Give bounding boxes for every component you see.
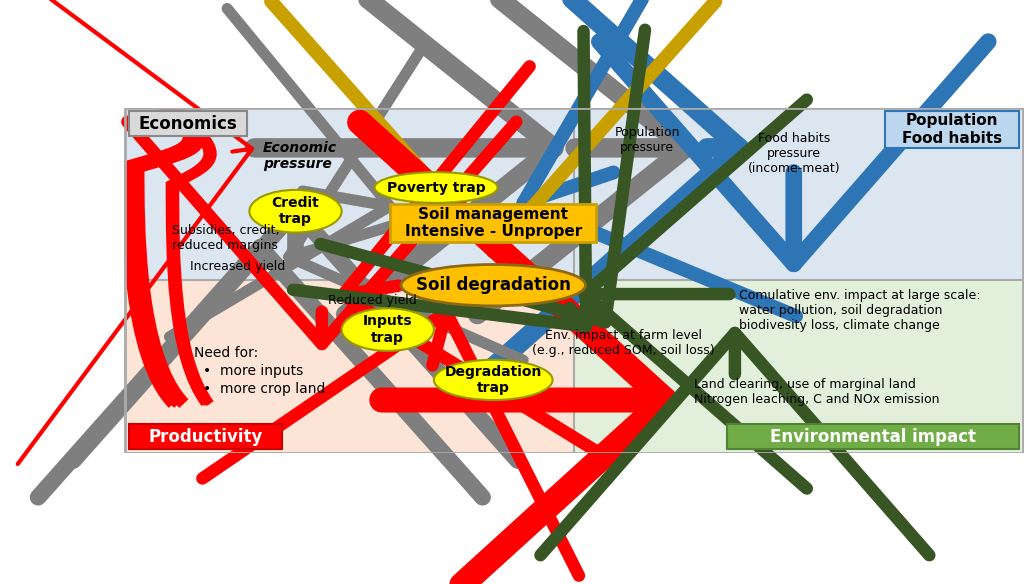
Text: Productivity: Productivity bbox=[148, 427, 263, 446]
FancyBboxPatch shape bbox=[124, 280, 574, 453]
Text: Population
pressure: Population pressure bbox=[614, 126, 680, 154]
FancyBboxPatch shape bbox=[390, 204, 596, 242]
FancyBboxPatch shape bbox=[574, 280, 1024, 453]
Text: Economics: Economics bbox=[139, 114, 238, 133]
Text: Environmental impact: Environmental impact bbox=[770, 427, 976, 446]
Text: Credit
trap: Credit trap bbox=[271, 196, 319, 227]
FancyBboxPatch shape bbox=[124, 107, 1024, 280]
Ellipse shape bbox=[375, 172, 498, 203]
Text: Land clearing, use of marginal land
Nitrogen leaching, C and NOx emission: Land clearing, use of marginal land Nitr… bbox=[693, 378, 939, 406]
Text: Increased yield: Increased yield bbox=[190, 260, 286, 273]
FancyBboxPatch shape bbox=[129, 425, 283, 449]
Ellipse shape bbox=[250, 190, 342, 232]
Text: Poverty trap: Poverty trap bbox=[387, 180, 485, 194]
Ellipse shape bbox=[434, 360, 553, 400]
Text: Population
Food habits: Population Food habits bbox=[902, 113, 1002, 146]
Text: Reduced yield: Reduced yield bbox=[328, 294, 417, 307]
Text: Inputs
trap: Inputs trap bbox=[362, 315, 413, 345]
Text: Env. impact at farm level
(e.g., reduced SOM, soil loss): Env. impact at farm level (e.g., reduced… bbox=[532, 329, 715, 357]
Text: Soil degradation: Soil degradation bbox=[416, 276, 570, 294]
Text: •  more inputs: • more inputs bbox=[203, 364, 303, 378]
FancyBboxPatch shape bbox=[727, 425, 1019, 449]
Text: •  more crop land: • more crop land bbox=[203, 382, 326, 396]
Text: Degradation
trap: Degradation trap bbox=[444, 365, 542, 395]
Text: Comulative env. impact at large scale:
water pollution, soil degradation
biodive: Comulative env. impact at large scale: w… bbox=[739, 288, 981, 332]
FancyBboxPatch shape bbox=[129, 111, 247, 136]
Text: Need for:: Need for: bbox=[195, 346, 259, 360]
Text: Soil management
Intensive - Unproper: Soil management Intensive - Unproper bbox=[404, 207, 582, 239]
Text: Subsidies, credit,
reduced margins: Subsidies, credit, reduced margins bbox=[172, 224, 280, 252]
Ellipse shape bbox=[401, 265, 586, 306]
Ellipse shape bbox=[342, 308, 434, 351]
FancyBboxPatch shape bbox=[885, 111, 1019, 148]
Text: Economic
pressure: Economic pressure bbox=[263, 141, 337, 171]
Text: Food habits
pressure
(income-meat): Food habits pressure (income-meat) bbox=[748, 132, 840, 175]
